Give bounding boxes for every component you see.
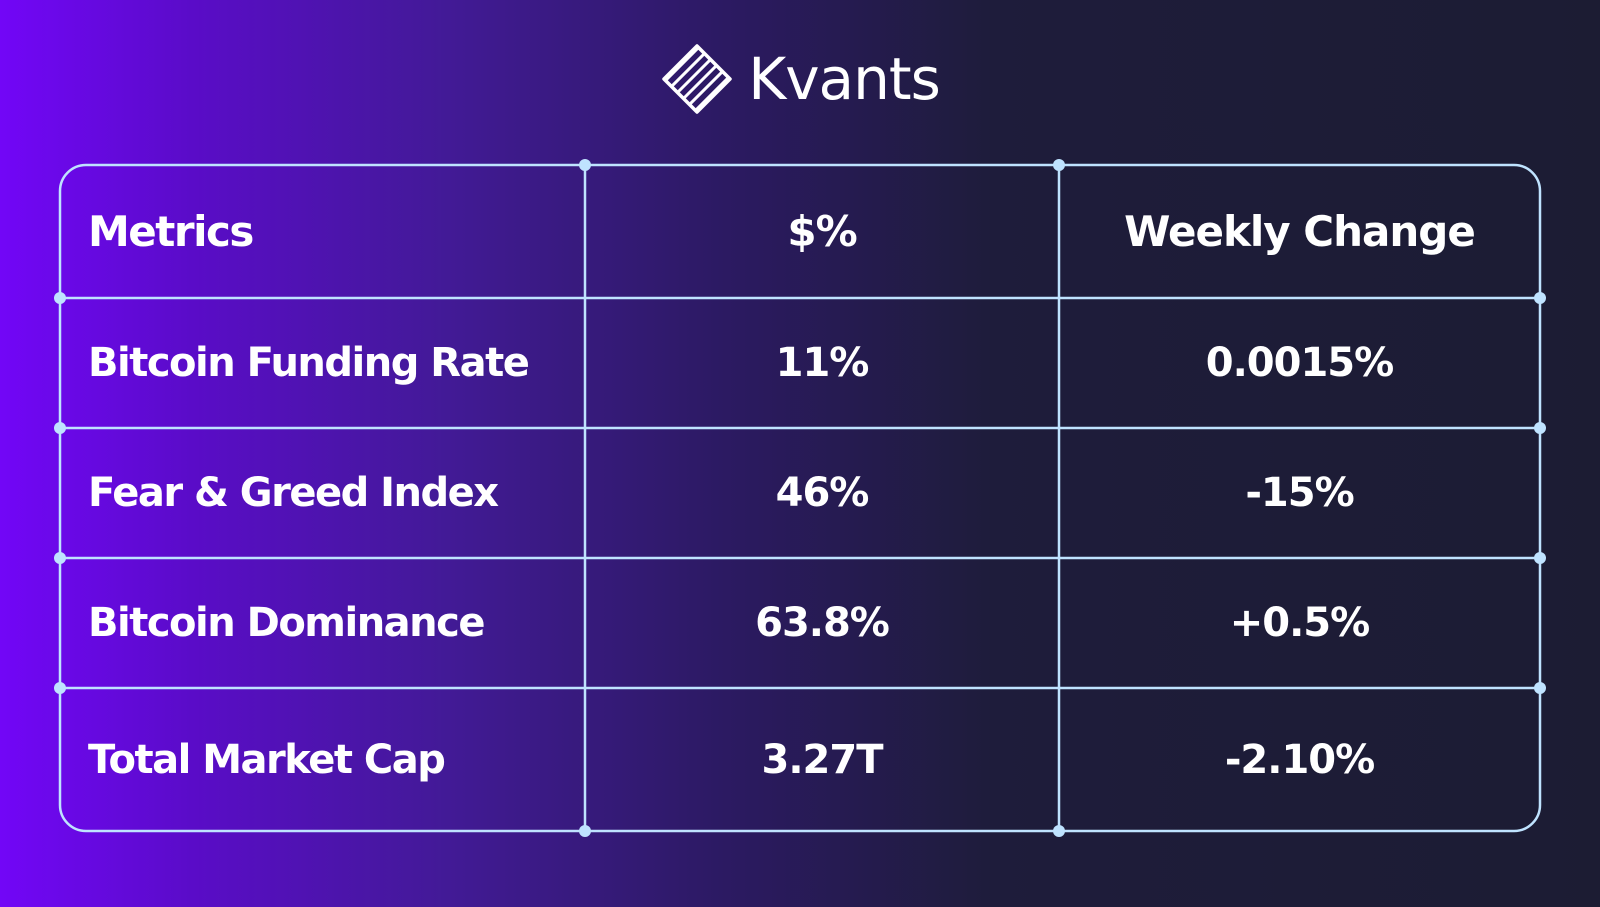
table-header-cell: Metrics	[88, 207, 254, 256]
striped-diamond-icon	[662, 44, 732, 114]
metric-value: 63.8%	[755, 600, 890, 646]
metric-label: Fear & Greed Index	[88, 470, 499, 516]
metric-value: 0.0015%	[1205, 340, 1394, 386]
table-header-cell: Weekly Change	[1124, 207, 1476, 256]
table-header-cell: $%	[787, 207, 857, 256]
metric-value: 46%	[775, 470, 870, 516]
metric-value: 3.27T	[761, 736, 884, 783]
metric-value: 11%	[775, 340, 870, 386]
metric-label: Bitcoin Dominance	[88, 600, 485, 646]
metric-value: -15%	[1245, 470, 1354, 516]
metric-value: +0.5%	[1229, 600, 1370, 646]
brand-header: Kvants	[0, 38, 1600, 120]
metric-label: Total Market Cap	[88, 736, 446, 783]
metric-value: -2.10%	[1224, 736, 1375, 783]
metric-label: Bitcoin Funding Rate	[88, 340, 530, 386]
brand-name: Kvants	[748, 45, 941, 113]
